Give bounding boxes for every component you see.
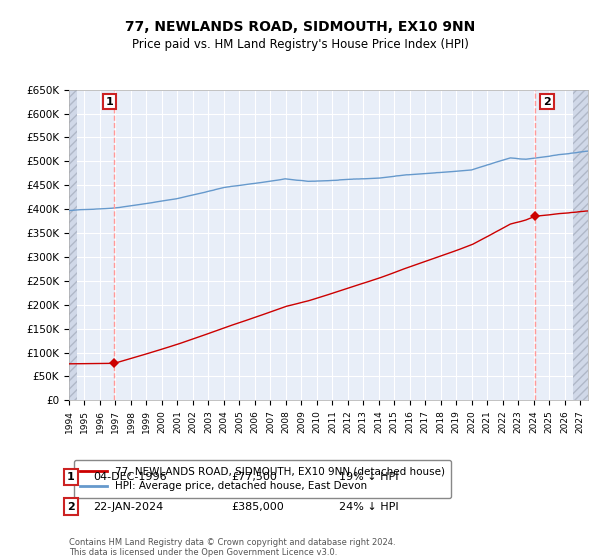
- Text: 1: 1: [106, 96, 113, 106]
- Text: 24% ↓ HPI: 24% ↓ HPI: [339, 502, 398, 512]
- Text: 1: 1: [67, 472, 74, 482]
- Text: 2: 2: [543, 96, 551, 106]
- Text: £385,000: £385,000: [231, 502, 284, 512]
- Text: 22-JAN-2024: 22-JAN-2024: [93, 502, 163, 512]
- Text: £77,500: £77,500: [231, 472, 277, 482]
- Text: 77, NEWLANDS ROAD, SIDMOUTH, EX10 9NN: 77, NEWLANDS ROAD, SIDMOUTH, EX10 9NN: [125, 20, 475, 34]
- Text: Price paid vs. HM Land Registry's House Price Index (HPI): Price paid vs. HM Land Registry's House …: [131, 38, 469, 51]
- Text: Contains HM Land Registry data © Crown copyright and database right 2024.
This d: Contains HM Land Registry data © Crown c…: [69, 538, 395, 557]
- Legend: 77, NEWLANDS ROAD, SIDMOUTH, EX10 9NN (detached house), HPI: Average price, deta: 77, NEWLANDS ROAD, SIDMOUTH, EX10 9NN (d…: [74, 460, 451, 498]
- Text: 19% ↓ HPI: 19% ↓ HPI: [339, 472, 398, 482]
- Text: 04-DEC-1996: 04-DEC-1996: [93, 472, 167, 482]
- Text: 2: 2: [67, 502, 74, 512]
